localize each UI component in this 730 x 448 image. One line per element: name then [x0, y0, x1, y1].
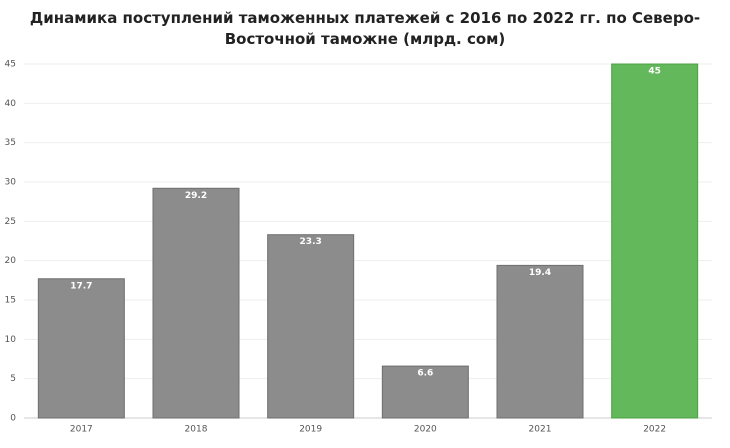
x-tick-label: 2019	[299, 425, 322, 435]
x-tick-label: 2021	[529, 425, 552, 435]
value-label: 45	[648, 67, 661, 77]
y-tick-label: 10	[5, 335, 17, 345]
x-tick-label: 2020	[414, 425, 437, 435]
y-tick-label: 45	[5, 60, 16, 70]
y-tick-label: 20	[5, 256, 17, 266]
bar	[152, 187, 240, 419]
bar	[267, 234, 355, 419]
bar	[611, 63, 699, 419]
x-tick-label: 2022	[643, 425, 666, 435]
x-tick-label: 2017	[70, 425, 93, 435]
x-tick-label: 2018	[185, 425, 208, 435]
y-tick-label: 25	[5, 217, 16, 227]
y-tick-label: 5	[10, 374, 16, 384]
y-tick-label: 0	[10, 414, 16, 424]
value-label: 17.7	[70, 281, 92, 291]
y-tick-label: 35	[5, 138, 16, 148]
bar	[496, 264, 584, 419]
y-tick-label: 40	[5, 99, 17, 109]
bar	[381, 365, 469, 419]
value-label: 19.4	[529, 268, 551, 278]
y-tick-label: 15	[5, 296, 16, 306]
value-label: 29.2	[185, 191, 207, 201]
bar	[37, 278, 125, 419]
value-label: 23.3	[300, 237, 322, 247]
y-tick-label: 30	[5, 178, 17, 188]
chart-title: Динамика поступлений таможенных платежей…	[29, 9, 701, 48]
value-label: 6.6	[417, 369, 433, 379]
